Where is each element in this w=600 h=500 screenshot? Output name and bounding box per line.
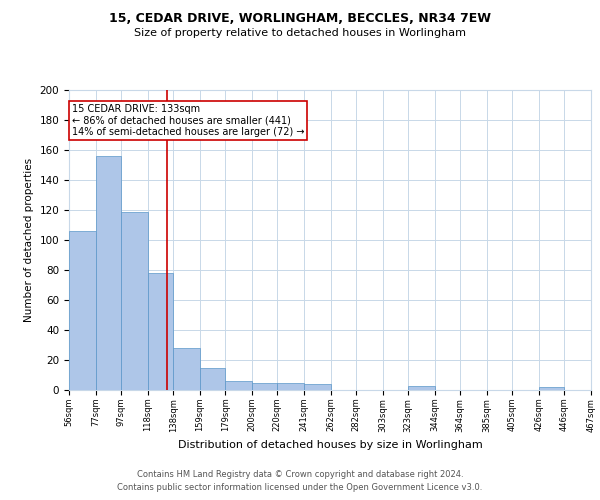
Text: Contains public sector information licensed under the Open Government Licence v3: Contains public sector information licen…: [118, 483, 482, 492]
Text: Size of property relative to detached houses in Worlingham: Size of property relative to detached ho…: [134, 28, 466, 38]
Bar: [69, 231, 95, 390]
Bar: [539, 387, 565, 390]
Bar: [408, 386, 435, 390]
Bar: [148, 273, 173, 390]
Bar: [121, 212, 148, 390]
Text: 15 CEDAR DRIVE: 133sqm
← 86% of detached houses are smaller (441)
14% of semi-de: 15 CEDAR DRIVE: 133sqm ← 86% of detached…: [71, 104, 304, 136]
Text: 15, CEDAR DRIVE, WORLINGHAM, BECCLES, NR34 7EW: 15, CEDAR DRIVE, WORLINGHAM, BECCLES, NR…: [109, 12, 491, 26]
Text: Contains HM Land Registry data © Crown copyright and database right 2024.: Contains HM Land Registry data © Crown c…: [137, 470, 463, 479]
Bar: [277, 382, 304, 390]
X-axis label: Distribution of detached houses by size in Worlingham: Distribution of detached houses by size …: [178, 440, 482, 450]
Bar: [225, 381, 252, 390]
Bar: [95, 156, 121, 390]
Bar: [252, 382, 277, 390]
Bar: [304, 384, 331, 390]
Bar: [200, 368, 225, 390]
Bar: [173, 348, 200, 390]
Y-axis label: Number of detached properties: Number of detached properties: [24, 158, 34, 322]
